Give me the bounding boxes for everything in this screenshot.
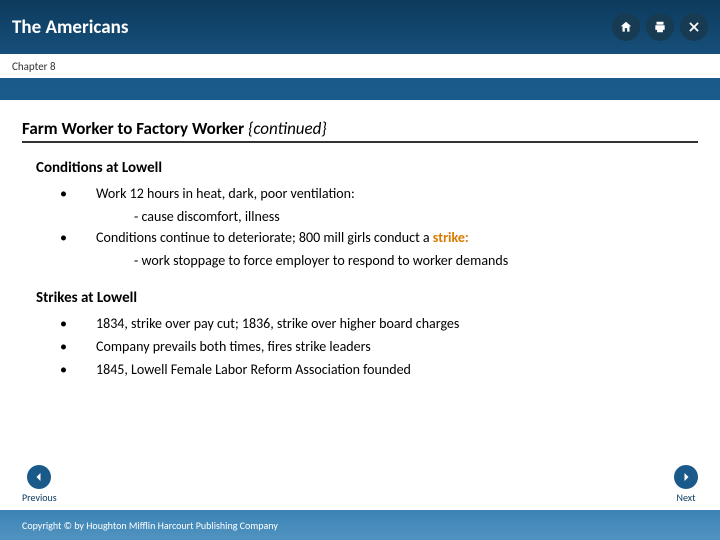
list-item: • Work 12 hours in heat, dark, poor vent…	[60, 183, 698, 204]
header-bar: The Americans	[0, 0, 720, 54]
copyright-text: Copyright © by Houghton Mifflin Harcourt…	[22, 519, 278, 532]
list-item: • Company prevails both times, fires str…	[60, 336, 698, 357]
print-icon[interactable]	[646, 13, 674, 41]
bullet-text: 1845, Lowell Female Labor Reform Associa…	[96, 359, 698, 380]
bullet-text: 1834, strike over pay cut; 1836, strike …	[96, 313, 698, 334]
bullet-text: Work 12 hours in heat, dark, poor ventil…	[96, 183, 698, 204]
bullet-list-2: • 1834, strike over pay cut; 1836, strik…	[60, 313, 698, 380]
arrow-right-icon	[674, 465, 698, 489]
content-area: Farm Worker to Factory Worker {continued…	[0, 100, 720, 510]
header-icons	[612, 13, 708, 41]
nav-area: Previous Next	[0, 465, 720, 504]
close-icon[interactable]	[680, 13, 708, 41]
bullet-mark: •	[60, 336, 96, 357]
section-title-text: Farm Worker to Factory Worker	[22, 118, 244, 139]
gap	[0, 78, 720, 100]
list-item: • 1845, Lowell Female Labor Reform Assoc…	[60, 359, 698, 380]
next-button[interactable]: Next	[674, 465, 698, 504]
home-icon[interactable]	[612, 13, 640, 41]
bullet-mark: •	[60, 359, 96, 380]
previous-button[interactable]: Previous	[22, 465, 57, 504]
sub-line: - work stoppage to force employer to res…	[134, 250, 698, 271]
next-label: Next	[677, 491, 696, 504]
section-title: Farm Worker to Factory Worker {continued…	[22, 118, 698, 143]
list-item: • Conditions continue to deteriorate; 80…	[60, 227, 698, 248]
bullet-pre: Conditions continue to deteriorate; 800 …	[96, 229, 433, 246]
footer: Copyright © by Houghton Mifflin Harcourt…	[0, 510, 720, 540]
bullet-mark: •	[60, 227, 96, 248]
arrow-left-icon	[27, 465, 51, 489]
continued-label: {continued}	[248, 118, 327, 139]
bullet-mark: •	[60, 183, 96, 204]
bullet-mark: •	[60, 313, 96, 334]
bullet-text: Conditions continue to deteriorate; 800 …	[96, 227, 698, 248]
prev-label: Previous	[22, 491, 57, 504]
chapter-bar: Chapter 8	[0, 54, 720, 78]
sub-line: - cause discomfort, illness	[134, 206, 698, 227]
list-item: • 1834, strike over pay cut; 1836, strik…	[60, 313, 698, 334]
subhead-strikes: Strikes at Lowell	[36, 289, 698, 307]
highlight-term: strike:	[433, 229, 469, 246]
bullet-text: Company prevails both times, fires strik…	[96, 336, 698, 357]
chapter-label: Chapter 8	[12, 60, 56, 73]
book-title: The Americans	[12, 16, 128, 39]
subhead-conditions: Conditions at Lowell	[36, 159, 698, 177]
bullet-list-1: • Work 12 hours in heat, dark, poor vent…	[60, 183, 698, 271]
